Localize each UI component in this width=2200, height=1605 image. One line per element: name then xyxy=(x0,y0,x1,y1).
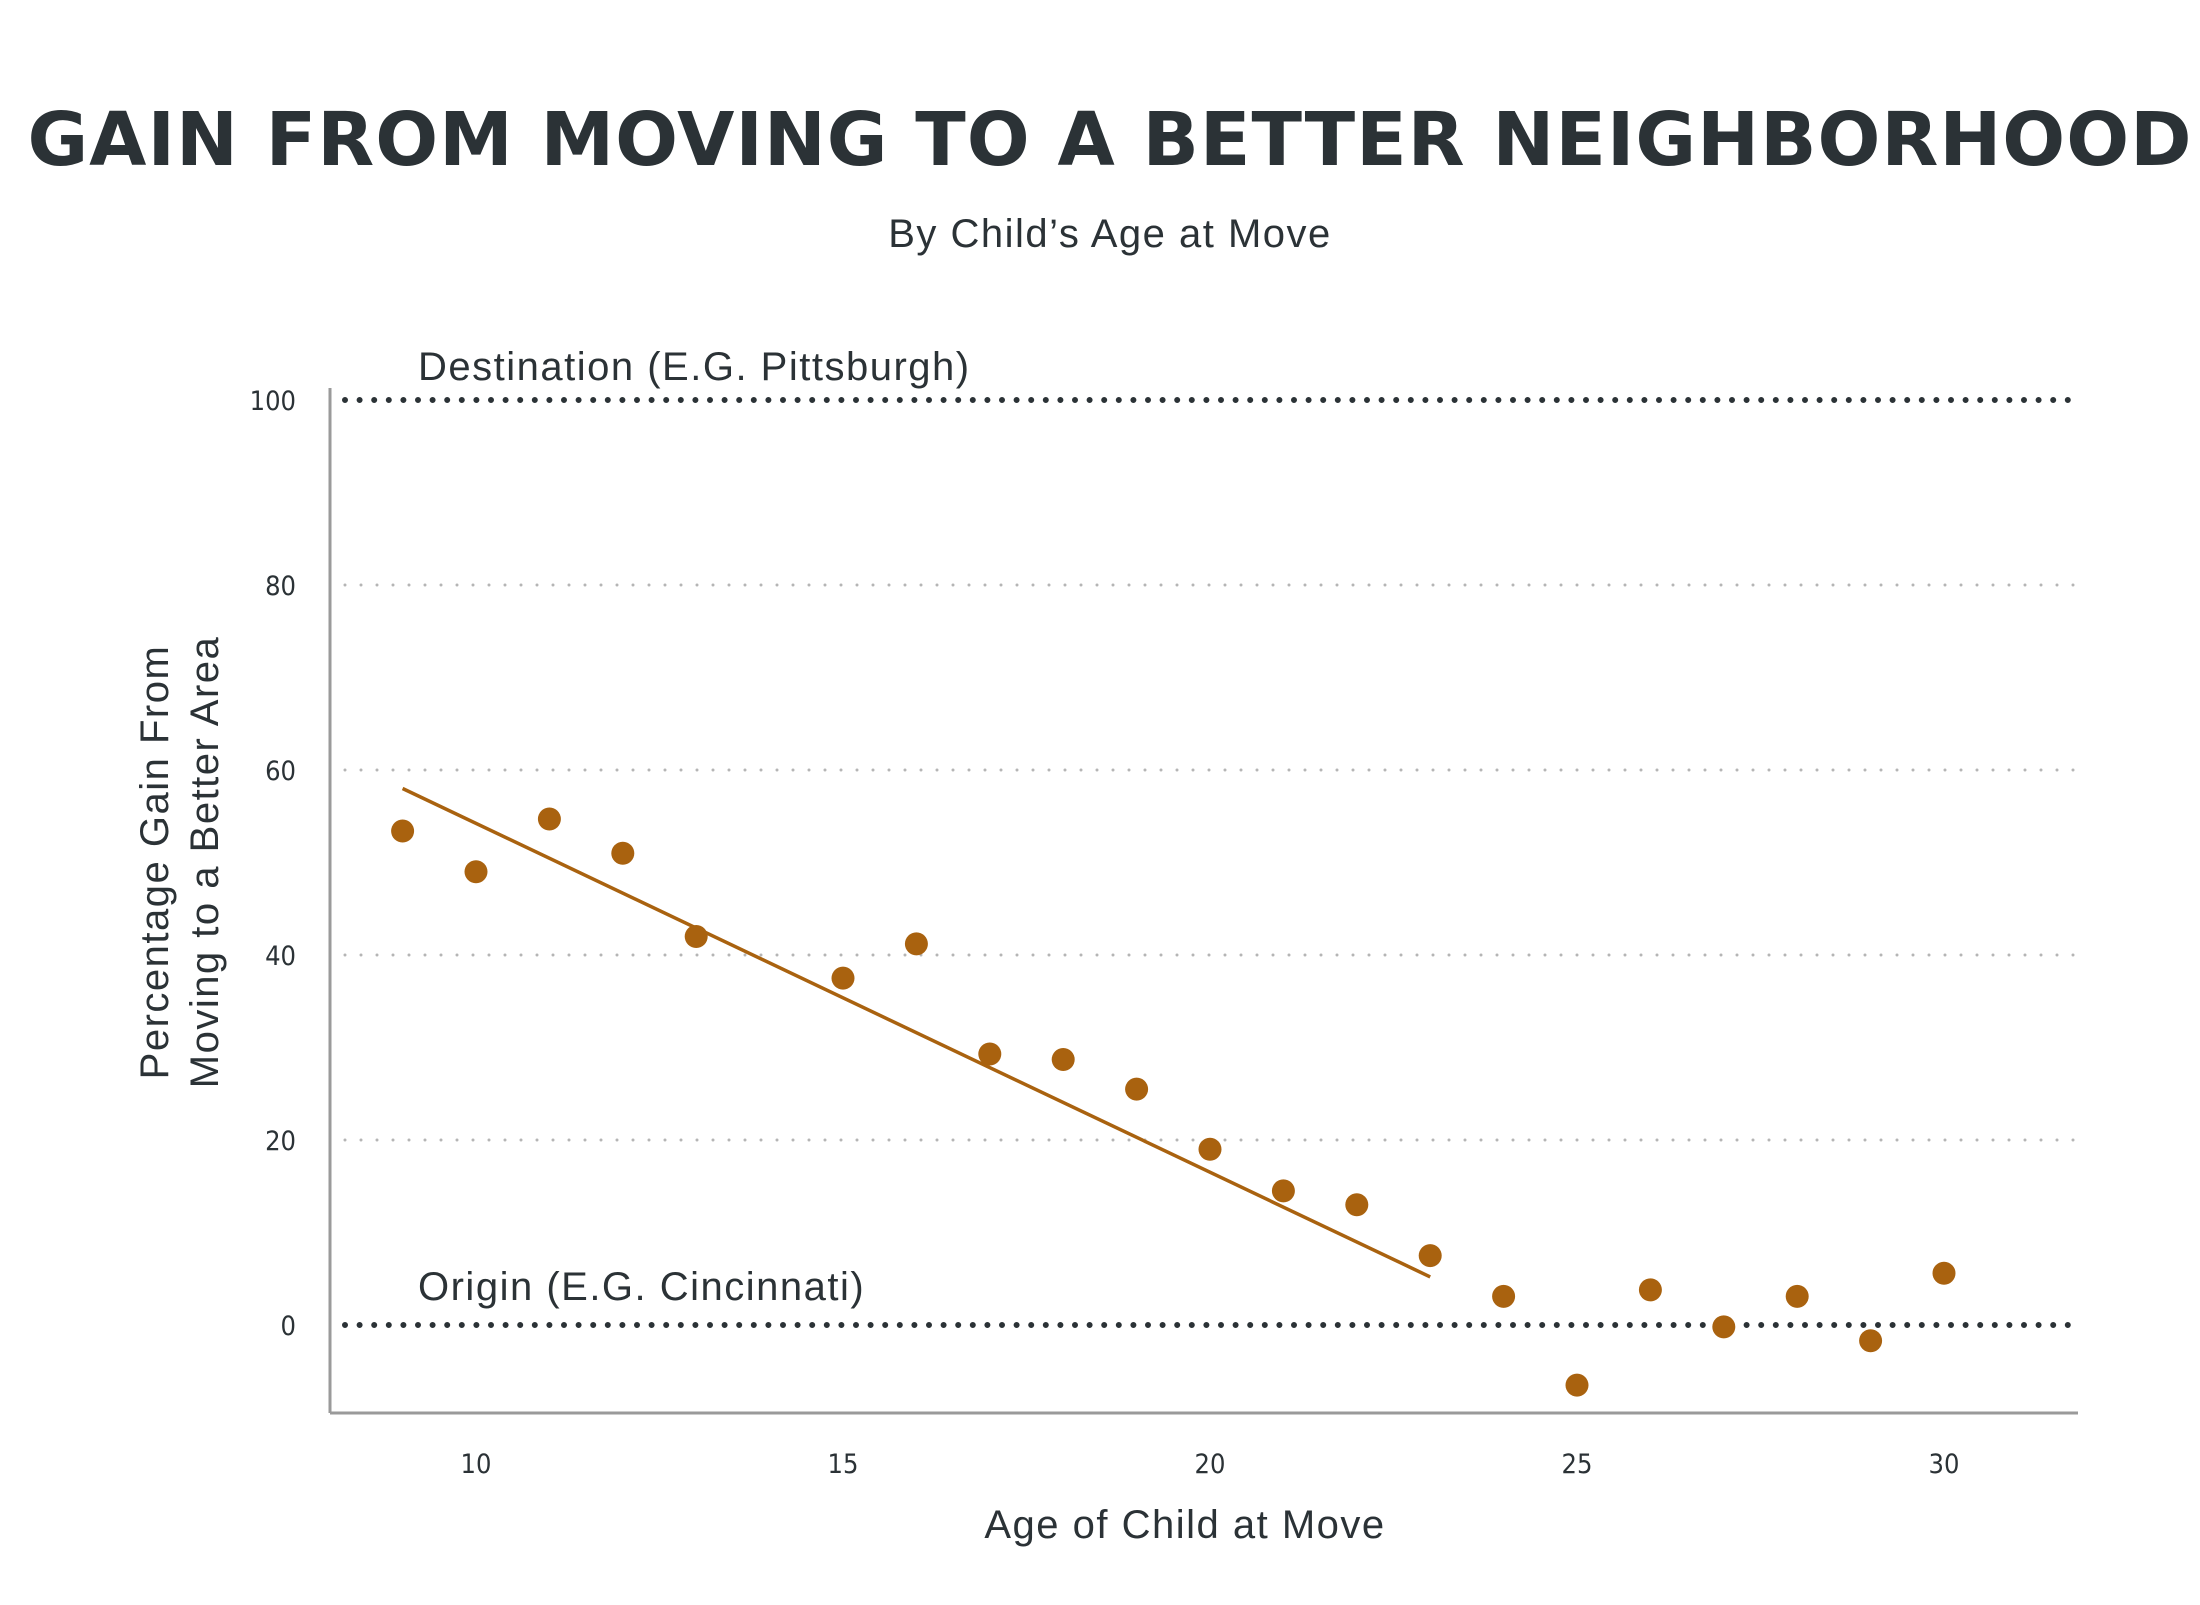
data-point-age-23 xyxy=(1418,1244,1442,1268)
gridlines xyxy=(343,583,2077,1142)
x-tick-label-25: 25 xyxy=(1562,1449,1593,1480)
data-point-age-24 xyxy=(1492,1284,1516,1308)
trend-line-group xyxy=(401,786,1431,1279)
data-point-age-12 xyxy=(611,841,635,865)
data-point-age-28 xyxy=(1785,1284,1809,1308)
y-tick-label-20: 20 xyxy=(265,1126,296,1157)
data-point-age-22 xyxy=(1345,1193,1369,1217)
axes xyxy=(328,388,2078,1415)
data-point-age-18 xyxy=(1051,1048,1075,1072)
y-tick-label-0: 0 xyxy=(281,1311,296,1342)
data-point-age-20 xyxy=(1198,1137,1222,1161)
data-point-age-13 xyxy=(684,925,708,948)
y-axis-label-line-1: Percentage Gain From xyxy=(133,645,177,1080)
data-point-age-9 xyxy=(391,819,415,843)
data-point-age-29 xyxy=(1859,1329,1883,1353)
tick-labels: 0 20 40 60 80 100 10 15 20 25 30 xyxy=(250,386,1960,1480)
data-point-age-26 xyxy=(1638,1278,1662,1302)
data-point-age-15 xyxy=(831,966,855,990)
data-point-age-17 xyxy=(978,1042,1002,1066)
chart-title: GAIN FROM MOVING TO A BETTER NEIGHBORHOO… xyxy=(27,97,2192,183)
data-point-age-10 xyxy=(464,860,488,884)
y-tick-label-80: 80 xyxy=(265,571,296,602)
destination-label: Destination (E.G. Pittsburgh) xyxy=(418,345,971,389)
data-point-age-11 xyxy=(537,807,561,831)
origin-label: Origin (E.G. Cincinnati) xyxy=(418,1265,865,1309)
x-tick-label-20: 20 xyxy=(1195,1449,1226,1480)
x-tick-label-30: 30 xyxy=(1929,1449,1960,1480)
y-tick-label-60: 60 xyxy=(265,756,296,787)
data-point-age-19 xyxy=(1125,1077,1149,1101)
data-point-age-16 xyxy=(904,932,928,956)
data-point-age-30 xyxy=(1932,1261,1956,1285)
reference-lines xyxy=(342,397,2078,1328)
chart-subtitle: By Child’s Age at Move xyxy=(888,212,1332,256)
y-axis-label: Percentage Gain From Moving to a Better … xyxy=(133,636,227,1089)
x-axis-label: Age of Child at Move xyxy=(984,1503,1385,1547)
y-axis-label-line-2: Moving to a Better Area xyxy=(183,636,227,1089)
data-point-age-27 xyxy=(1712,1315,1736,1339)
y-tick-label-100: 100 xyxy=(250,386,296,417)
x-tick-label-15: 15 xyxy=(828,1449,859,1480)
data-point-age-21 xyxy=(1271,1179,1295,1203)
data-points xyxy=(391,807,1956,1397)
data-point-age-25 xyxy=(1565,1373,1589,1397)
y-tick-label-40: 40 xyxy=(265,941,296,972)
x-tick-label-10: 10 xyxy=(461,1449,492,1480)
trend-line xyxy=(401,786,1431,1279)
